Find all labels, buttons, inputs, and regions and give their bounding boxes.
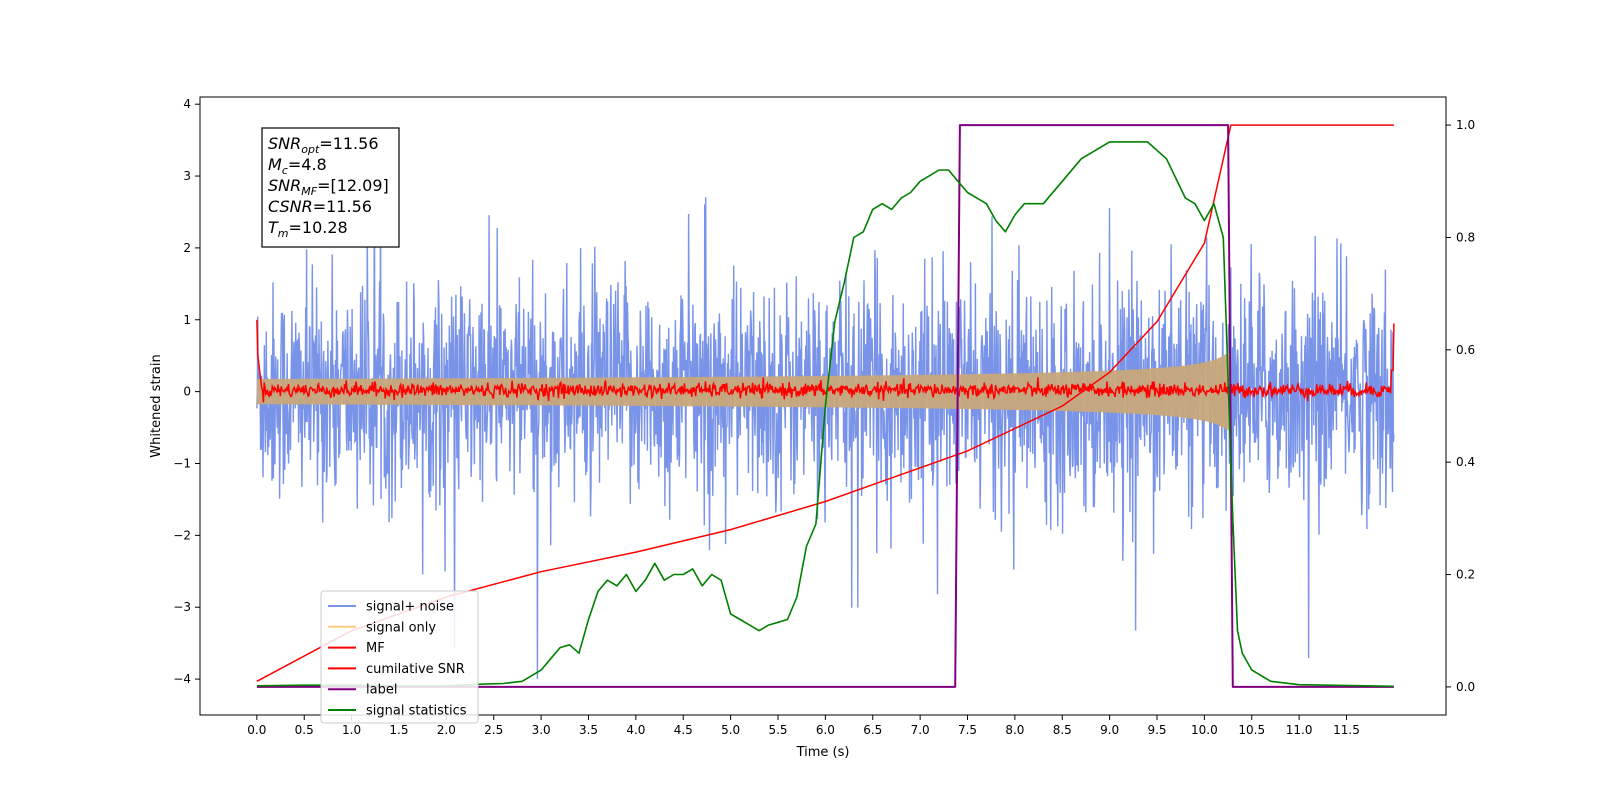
annotation-line: CSNR=11.56 — [268, 197, 372, 216]
y-tick-label-right: 0.4 — [1456, 455, 1475, 469]
annotation-subscript: m — [278, 227, 289, 240]
annotation-value: =10.28 — [289, 218, 348, 237]
x-tick-label: 9.5 — [1147, 723, 1166, 737]
x-tick-label: 1.5 — [389, 723, 408, 737]
x-tick-label: 10.5 — [1238, 723, 1265, 737]
series-label — [256, 124, 1394, 688]
annotation-line: Tm=10.28 — [268, 218, 348, 240]
annotation-value: =4.8 — [288, 155, 327, 174]
x-tick-label: 6.5 — [863, 723, 882, 737]
x-tick-label: 11.0 — [1286, 723, 1313, 737]
legend-frame — [320, 590, 479, 724]
y-tick-label-left: −4 — [173, 672, 191, 686]
annotation-box: SNRopt=11.56Mc=4.8SNRMF=[12.09]CSNR=11.5… — [261, 127, 400, 248]
series-cumulative-snr — [256, 124, 1394, 682]
x-tick-label: 0.0 — [247, 723, 266, 737]
x-tick-label: 5.5 — [768, 723, 787, 737]
series-signal-only — [256, 352, 1231, 432]
annotation-symbol: SNR — [268, 176, 301, 195]
y-tick-label-left: 3 — [183, 169, 191, 183]
y-tick-label-right: 0.8 — [1456, 230, 1475, 244]
x-tick-label: 2.5 — [484, 723, 503, 737]
annotation-value: =11.56 — [319, 134, 378, 153]
series-mf — [256, 319, 1395, 403]
series-signal-statistics — [256, 141, 1394, 688]
x-tick-label: 5.0 — [721, 723, 740, 737]
y-tick-label-left: −2 — [173, 528, 191, 542]
x-tick-label: 9.0 — [1100, 723, 1119, 737]
annotation-symbol: M — [268, 155, 282, 174]
x-tick-label: 3.0 — [532, 723, 551, 737]
x-tick-label: 4.5 — [674, 723, 693, 737]
annotation-subscript: MF — [301, 185, 317, 198]
legend-label: cumilative SNR — [366, 662, 465, 677]
y-tick-label-left: 0 — [183, 385, 191, 399]
x-tick-label: 11.5 — [1333, 723, 1360, 737]
y-tick-label-right: 0.0 — [1456, 680, 1475, 694]
legend-label: signal only — [366, 620, 436, 635]
x-tick-label: 6.0 — [816, 723, 835, 737]
x-tick-label: 0.5 — [295, 723, 314, 737]
axes: 0.0 0.5 1.0 1.5 2.0 2.5 3.0 3.5 4.0 4.5 5.0 5.5 6.0 6… — [173, 97, 1475, 737]
x-axis-label: Time (s) — [796, 745, 850, 760]
legend: signal+ noise signal only MF cumilative SNR… — [320, 590, 479, 724]
y-tick-label-left: −1 — [173, 456, 191, 470]
legend-label: signal+ noise — [366, 600, 454, 615]
y-tick-label-left: 2 — [183, 241, 191, 255]
annotation-value: =11.56 — [313, 197, 372, 216]
x-tick-label: 7.5 — [958, 723, 977, 737]
x-tick-label: 1.0 — [342, 723, 361, 737]
annotation-frame — [261, 127, 400, 248]
legend-label: signal statistics — [366, 704, 467, 719]
plot-frame — [199, 96, 1447, 716]
legend-label: label — [366, 683, 397, 698]
y-axis-label: Whitened strain — [149, 354, 164, 457]
y-tick-label-left: −3 — [173, 600, 191, 614]
annotation-line: SNRMF=[12.09] — [268, 176, 389, 198]
x-tick-label: 7.0 — [911, 723, 930, 737]
y-tick-label-right: 1.0 — [1456, 118, 1475, 132]
annotation-subscript: opt — [301, 143, 320, 156]
y-tick-label-left: 1 — [183, 313, 191, 327]
y-tick-label-left: 4 — [183, 97, 191, 111]
x-tick-label: 10.0 — [1191, 723, 1218, 737]
y-tick-label-right: 0.6 — [1456, 343, 1475, 357]
annotation-symbol: SNR — [268, 134, 301, 153]
legend-label: MF — [366, 641, 385, 656]
annotation-subscript: c — [282, 164, 288, 177]
y-tick-label-right: 0.2 — [1456, 568, 1475, 582]
x-tick-label: 4.0 — [626, 723, 645, 737]
annotation-line: Mc=4.8 — [268, 155, 327, 177]
x-tick-label: 2.0 — [437, 723, 456, 737]
annotation-line: SNRopt=11.56 — [268, 134, 379, 156]
annotation-symbol: CSNR — [268, 197, 313, 216]
x-tick-label: 3.5 — [579, 723, 598, 737]
x-tick-label: 8.5 — [1053, 723, 1072, 737]
series-signal-noise — [256, 149, 1395, 680]
x-tick-label: 8.0 — [1005, 723, 1024, 737]
annotation-value: =[12.09] — [317, 176, 389, 195]
annotation-symbol: T — [268, 218, 279, 237]
plot-area — [256, 124, 1395, 688]
